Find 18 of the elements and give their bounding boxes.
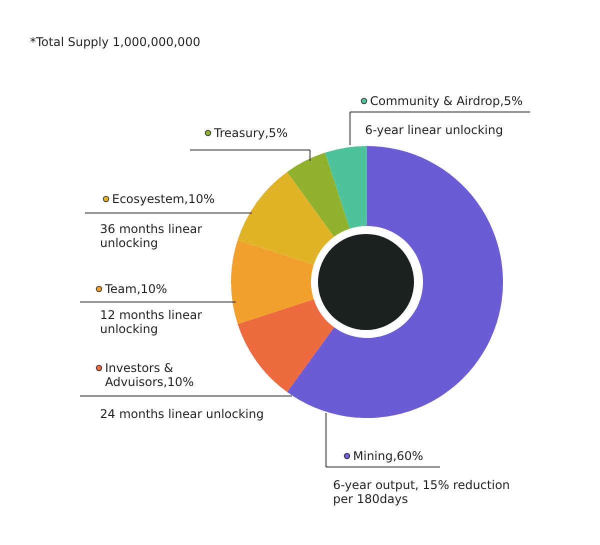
donut-slice [324,146,367,229]
text: 6-year output, 15% reduction per 180days [333,478,510,506]
donut-slice [238,299,334,392]
legend-label: Ecosyestem,10% [112,192,215,206]
text: 24 months linear unlocking [100,407,264,421]
text: *Total Supply 1,000,000,000 [30,35,200,49]
legend-label: Mining,60% [353,449,424,463]
text: 6-year linear unlocking [365,123,504,137]
legend-label: Investors & Advuisors,10% [105,361,194,389]
legend-label: Community & Airdrop,5% [370,94,523,108]
donut-slice [238,172,334,265]
text: 12 months linear unlocking [100,308,202,336]
donut-slice [287,146,503,418]
donut-slice [287,152,350,237]
legend-label: Team,10% [104,282,168,296]
text: 36 months linear unlocking [100,222,202,250]
legend-label: Treasury,5% [213,126,288,140]
donut-slice [231,240,314,324]
